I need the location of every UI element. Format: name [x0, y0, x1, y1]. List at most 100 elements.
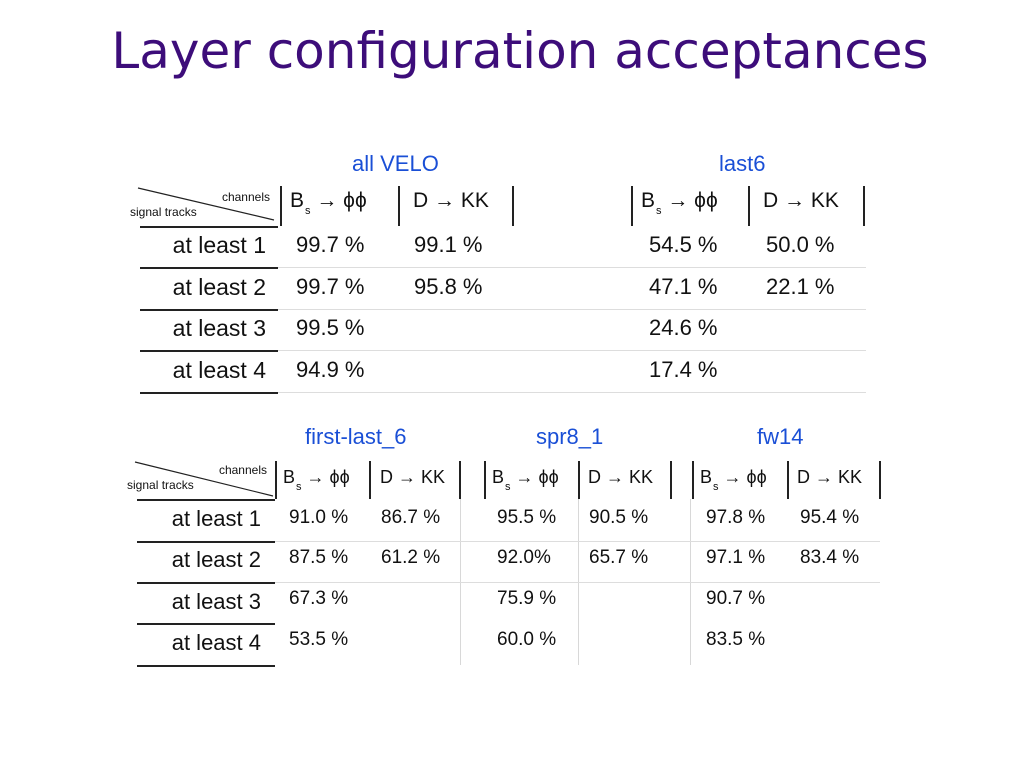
bs-decay: → ϕϕ	[661, 189, 718, 212]
bs-subscript: s	[296, 481, 302, 493]
value-cell: 91.0 %	[289, 507, 349, 528]
header-bar	[578, 461, 580, 499]
header-bar	[398, 186, 400, 226]
channel-header: Bs → ϕϕ	[283, 467, 350, 493]
row-rule	[137, 541, 275, 543]
row-label: at least 1	[171, 506, 261, 531]
header-bar	[879, 461, 881, 499]
header-bar	[787, 461, 789, 499]
header-bar	[280, 186, 282, 226]
bs-subscript: s	[713, 481, 719, 493]
value-cell: 53.5 %	[289, 629, 349, 650]
value-cell: 47.1 %	[649, 274, 718, 299]
value-cell: 97.8 %	[706, 507, 766, 528]
value-cell: 99.1 %	[414, 232, 483, 257]
value-cell: 54.5 %	[649, 232, 718, 257]
data-rule	[275, 541, 880, 542]
corner-diagonal	[134, 461, 274, 497]
header-bar	[670, 461, 672, 499]
value-cell: 86.7 %	[381, 507, 441, 528]
value-cell: 92.0%	[497, 547, 551, 568]
value-cell: 67.3 %	[289, 588, 349, 609]
value-cell: 83.4 %	[800, 547, 860, 568]
channel-header: D → KK	[763, 189, 839, 212]
row-label: at least 2	[172, 274, 266, 300]
value-cell: 95.5 %	[497, 507, 557, 528]
bs-symbol: B	[641, 189, 656, 212]
channel-header: Bs → ϕϕ	[290, 189, 367, 217]
channels-label: channels	[221, 190, 270, 204]
value-cell: 95.4 %	[800, 507, 860, 528]
row-label: at least 2	[171, 547, 261, 572]
bs-symbol: B	[700, 467, 713, 487]
group-title: spr8_1	[536, 424, 604, 449]
value-cell: 75.9 %	[497, 588, 557, 609]
row-rule	[140, 309, 278, 311]
bs-decay: → ϕϕ	[301, 467, 350, 487]
row-rule	[137, 623, 275, 625]
bs-subscript: s	[656, 205, 662, 217]
header-bar	[631, 186, 633, 226]
header-bar	[512, 186, 514, 226]
row-rule	[137, 499, 275, 501]
row-rule	[140, 350, 278, 352]
row-rule	[140, 226, 278, 228]
channel-header: Bs → ϕϕ	[700, 467, 767, 493]
header-bar	[275, 461, 277, 499]
value-cell: 95.8 %	[414, 274, 483, 299]
bs-decay: → ϕϕ	[718, 467, 767, 487]
bs-symbol: B	[290, 189, 305, 212]
channel-header: D → KK	[413, 189, 489, 212]
signal-tracks-label: signal tracks	[130, 205, 197, 219]
bs-symbol: B	[283, 467, 296, 487]
group-title: all VELO	[352, 151, 439, 176]
row-label: at least 4	[172, 357, 266, 383]
corner-header: channels signal tracks	[130, 186, 276, 226]
value-cell: 83.5 %	[706, 629, 766, 650]
row-label: at least 1	[172, 232, 266, 258]
data-rule	[278, 350, 866, 351]
row-label: at least 4	[171, 630, 261, 655]
corner-diagonal	[137, 187, 275, 221]
data-rule	[275, 582, 880, 583]
data-rule	[278, 309, 866, 310]
bs-decay: → ϕϕ	[310, 189, 367, 212]
value-cell: 22.1 %	[766, 274, 835, 299]
bs-subscript: s	[305, 205, 311, 217]
value-cell: 87.5 %	[289, 547, 349, 568]
header-bar	[863, 186, 865, 226]
group-title: last6	[719, 151, 766, 176]
header-bar	[692, 461, 694, 499]
group-title: fw14	[757, 424, 804, 449]
value-cell: 24.6 %	[649, 315, 718, 340]
header-bar	[484, 461, 486, 499]
row-label: at least 3	[171, 589, 261, 614]
value-cell: 99.7 %	[296, 274, 365, 299]
row-rule	[137, 665, 275, 667]
value-cell: 90.5 %	[589, 507, 649, 528]
value-cell: 65.7 %	[589, 547, 649, 568]
value-cell: 97.1 %	[706, 547, 766, 568]
value-cell: 94.9 %	[296, 357, 365, 382]
value-cell: 60.0 %	[497, 629, 557, 650]
channel-header: D → KK	[380, 467, 446, 487]
channel-header: Bs → ϕϕ	[641, 189, 718, 217]
corner-header: channels signal tracks	[127, 460, 275, 500]
data-rule	[278, 267, 866, 268]
value-cell: 61.2 %	[381, 547, 441, 568]
header-bar	[369, 461, 371, 499]
channel-header: Bs → ϕϕ	[492, 467, 559, 493]
slide-title: Layer configuration acceptances	[111, 22, 929, 80]
bs-subscript: s	[505, 481, 511, 493]
value-cell: 90.7 %	[706, 588, 766, 609]
channels-label: channels	[218, 463, 267, 477]
header-bar	[748, 186, 750, 226]
data-rule	[278, 392, 866, 393]
channel-header: D → KK	[588, 467, 654, 487]
value-cell: 99.5 %	[296, 315, 365, 340]
row-rule	[140, 392, 278, 394]
signal-tracks-label: signal tracks	[127, 478, 194, 492]
channel-header: D → KK	[797, 467, 863, 487]
group-title: first-last_6	[305, 424, 407, 449]
row-rule	[137, 582, 275, 584]
